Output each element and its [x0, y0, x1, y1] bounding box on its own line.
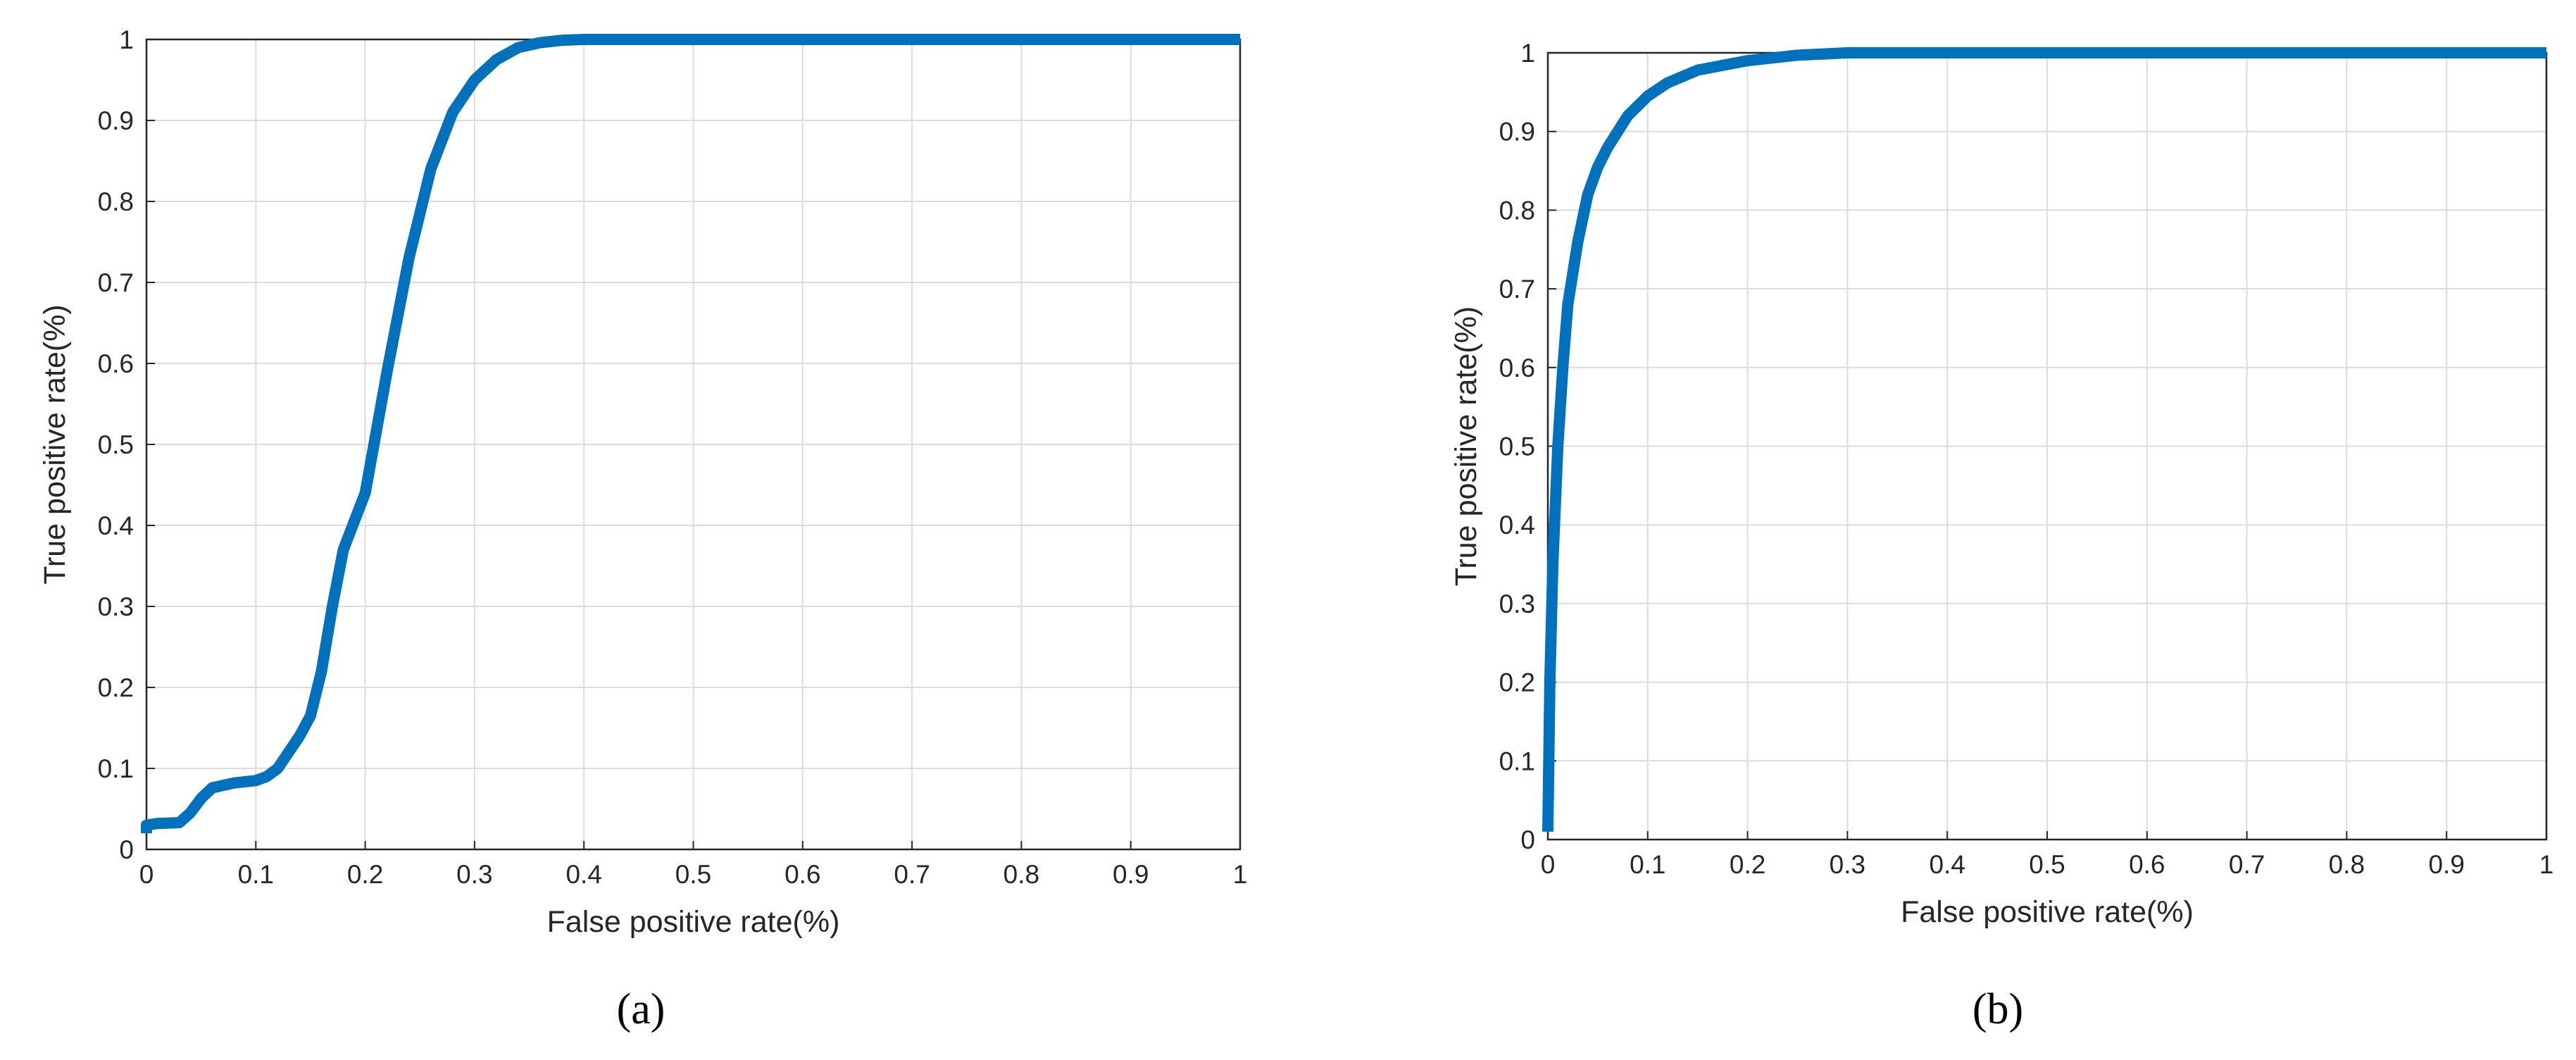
y-tick-label: 0.4 — [98, 511, 134, 540]
x-axis-label: False positive rate(%) — [1901, 895, 2194, 929]
y-axis-label: True positive rate(%) — [38, 304, 72, 584]
y-tick-label: 0.2 — [1499, 668, 1535, 697]
x-tick-label: 0.1 — [238, 860, 274, 889]
x-tick-label: 1 — [2539, 850, 2554, 879]
y-tick-label: 1 — [119, 25, 134, 54]
y-tick-label: 0.1 — [1499, 747, 1535, 775]
y-axis-label: True positive rate(%) — [1449, 306, 1483, 586]
y-tick-label: 0 — [1520, 825, 1535, 854]
x-tick-label: 0.9 — [1113, 860, 1149, 889]
y-tick-label: 0.6 — [98, 349, 134, 378]
y-tick-label: 0.7 — [98, 268, 134, 297]
x-tick-label: 0.1 — [1630, 850, 1665, 879]
x-tick-label: 0.2 — [1730, 850, 1765, 879]
y-tick-label: 0 — [119, 835, 134, 864]
caption: (b) — [1972, 985, 2023, 1033]
y-tick-label: 0.7 — [1499, 275, 1535, 304]
y-tick-label: 0.9 — [1499, 118, 1535, 146]
y-tick-label: 0.1 — [98, 754, 134, 783]
y-tick-label: 0.5 — [98, 430, 134, 459]
x-tick-label: 0.9 — [2428, 850, 2464, 879]
x-tick-label: 0.3 — [1830, 850, 1865, 879]
y-tick-label: 0.5 — [1499, 432, 1535, 461]
x-tick-label: 0.4 — [565, 860, 601, 889]
y-tick-label: 0.6 — [1499, 354, 1535, 382]
roc-curve — [1542, 47, 2546, 832]
x-tick-label: 0.7 — [894, 860, 930, 889]
x-tick-label: 0 — [139, 860, 154, 889]
y-tick-label: 0.8 — [98, 187, 134, 216]
x-tick-label: 0.4 — [1929, 850, 1965, 879]
x-tick-label: 0.8 — [1003, 860, 1039, 889]
y-tick-label: 0.2 — [98, 673, 134, 702]
y-tick-label: 0.3 — [98, 592, 134, 621]
x-tick-label: 0.8 — [2329, 850, 2365, 879]
x-axis-label: False positive rate(%) — [547, 905, 840, 939]
x-tick-label: 0 — [1541, 850, 1556, 879]
y-tick-label: 0.4 — [1499, 511, 1535, 540]
x-tick-label: 0.3 — [456, 860, 492, 889]
x-tick-label: 0.7 — [2229, 850, 2265, 879]
x-tick-label: 0.6 — [2129, 850, 2165, 879]
x-tick-label: 0.5 — [2029, 850, 2065, 879]
x-tick-label: 1 — [1233, 860, 1248, 889]
chart: 0 0.1 0.2 0.3 0.4 0.5 0.6 0.7 0.8 0.9 1 0 0.1 0.2 0.3 0… — [38, 25, 1247, 1033]
chart: 0 0.1 0.2 0.3 0.4 0.5 0.6 0.7 0.8 0.9 1 0 0.1 0.2 0.3 0… — [1449, 39, 2553, 1033]
caption: (a) — [617, 985, 665, 1033]
x-tick-label: 0.5 — [675, 860, 711, 889]
y-tick-label: 0.3 — [1499, 590, 1535, 618]
x-tick-label: 0.2 — [347, 860, 383, 889]
y-tick-label: 0.8 — [1499, 196, 1535, 225]
x-tick-label: 0.6 — [784, 860, 820, 889]
y-tick-label: 1 — [1520, 39, 1535, 68]
y-tick-label: 0.9 — [98, 106, 134, 135]
roc-curve — [141, 34, 1240, 833]
